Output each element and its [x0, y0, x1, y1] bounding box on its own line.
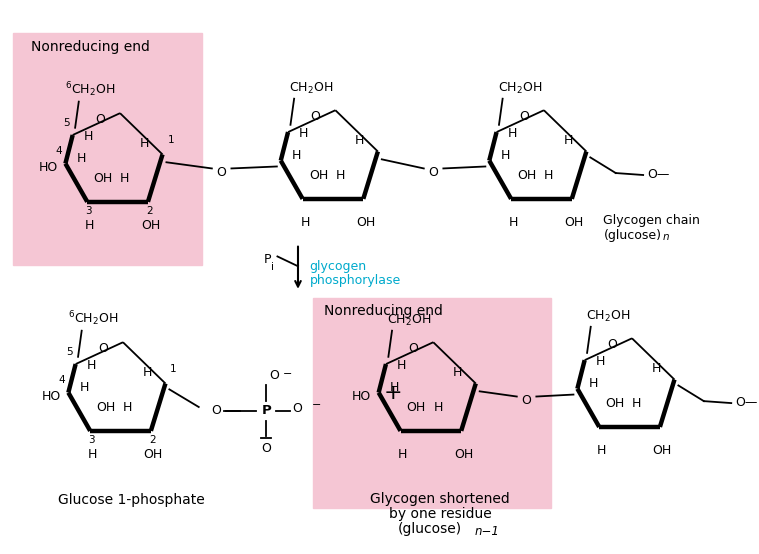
Text: O: O — [310, 110, 320, 124]
Text: O—: O— — [735, 396, 757, 409]
Text: CH$_2$OH: CH$_2$OH — [586, 309, 630, 324]
Text: H: H — [509, 216, 518, 229]
Text: HO: HO — [352, 390, 371, 403]
Text: Glycogen shortened: Glycogen shortened — [370, 493, 510, 506]
Text: P: P — [263, 253, 271, 266]
Text: +: + — [383, 382, 402, 403]
Text: n: n — [663, 232, 669, 242]
Text: OH: OH — [93, 172, 112, 184]
Text: Nonreducing end: Nonreducing end — [324, 304, 443, 319]
Text: H: H — [588, 377, 598, 391]
Text: 1: 1 — [170, 364, 177, 374]
Text: O: O — [429, 166, 439, 179]
Text: H: H — [563, 134, 573, 147]
Text: H: H — [632, 397, 641, 410]
Text: H: H — [597, 444, 606, 457]
Text: OH: OH — [140, 219, 160, 232]
Text: OH: OH — [606, 397, 625, 410]
Text: O—: O— — [647, 167, 669, 181]
Text: H: H — [398, 448, 408, 461]
Text: H: H — [355, 134, 364, 147]
Text: H: H — [335, 168, 345, 182]
Text: O: O — [98, 342, 108, 356]
Text: HO: HO — [42, 390, 61, 403]
Text: 1: 1 — [168, 135, 174, 145]
Text: OH: OH — [454, 448, 474, 461]
Text: −: − — [283, 369, 292, 379]
Text: OH: OH — [518, 168, 537, 182]
Text: HO: HO — [39, 161, 58, 174]
Text: CH$_2$OH: CH$_2$OH — [289, 81, 333, 96]
Text: OH: OH — [407, 401, 426, 414]
Text: H: H — [397, 359, 406, 372]
Text: O: O — [269, 368, 279, 382]
Text: H: H — [292, 149, 301, 162]
Text: H: H — [83, 130, 93, 143]
Text: OH: OH — [653, 444, 672, 457]
Text: 4: 4 — [55, 146, 62, 156]
Text: $^6$CH$_2$OH: $^6$CH$_2$OH — [65, 80, 115, 99]
Text: H: H — [544, 168, 553, 182]
Text: H: H — [88, 448, 97, 461]
Text: Glucose 1-phosphate: Glucose 1-phosphate — [58, 493, 205, 507]
Text: n−1: n−1 — [474, 525, 499, 538]
Text: H: H — [299, 127, 308, 140]
Text: O: O — [408, 342, 418, 356]
Text: O: O — [212, 404, 222, 417]
Text: H: H — [123, 401, 133, 414]
Text: H: H — [120, 172, 130, 184]
Text: H: H — [140, 137, 149, 150]
Text: −: − — [312, 400, 322, 410]
Text: H: H — [433, 401, 442, 414]
Text: glycogen: glycogen — [310, 260, 367, 273]
Text: O: O — [217, 166, 227, 179]
Text: CH$_2$OH: CH$_2$OH — [498, 81, 542, 96]
Text: CH$_2$OH: CH$_2$OH — [387, 313, 431, 329]
Text: (glucose): (glucose) — [398, 522, 462, 536]
Text: OH: OH — [143, 448, 163, 461]
Text: O: O — [261, 442, 271, 455]
Text: P: P — [261, 404, 271, 417]
Text: H: H — [453, 366, 462, 379]
Text: (glucose): (glucose) — [603, 229, 661, 242]
Bar — [13, 33, 202, 265]
Text: O: O — [521, 394, 531, 407]
Text: O: O — [607, 338, 617, 351]
Text: H: H — [508, 127, 517, 140]
Text: H: H — [500, 149, 510, 162]
Text: $^6$CH$_2$OH: $^6$CH$_2$OH — [68, 310, 118, 329]
Text: Nonreducing end: Nonreducing end — [31, 40, 150, 54]
Text: OH: OH — [96, 401, 115, 414]
Text: 5: 5 — [64, 118, 71, 128]
Text: 5: 5 — [67, 347, 73, 357]
Text: H: H — [390, 381, 399, 394]
Text: H: H — [143, 366, 152, 379]
Text: phosphorylase: phosphorylase — [310, 274, 401, 287]
Text: H: H — [87, 359, 96, 372]
Text: O: O — [293, 402, 303, 416]
Text: H: H — [85, 219, 94, 232]
Text: O: O — [519, 110, 529, 124]
Text: 3: 3 — [88, 435, 95, 445]
Text: OH: OH — [565, 216, 584, 229]
Text: OH: OH — [356, 216, 376, 229]
Text: 4: 4 — [58, 376, 65, 386]
Text: H: H — [301, 216, 310, 229]
Text: O: O — [95, 114, 105, 126]
Text: i: i — [271, 262, 273, 273]
Text: by one residue: by one residue — [389, 507, 491, 521]
Bar — [313, 297, 550, 508]
Text: H: H — [77, 152, 86, 165]
Text: H: H — [80, 381, 89, 394]
Text: 3: 3 — [85, 206, 92, 216]
Text: H: H — [651, 362, 661, 375]
Text: H: H — [596, 355, 605, 368]
Text: 2: 2 — [149, 435, 156, 445]
Text: Glycogen chain: Glycogen chain — [603, 214, 701, 227]
Text: 2: 2 — [146, 206, 153, 216]
Text: OH: OH — [309, 168, 328, 182]
